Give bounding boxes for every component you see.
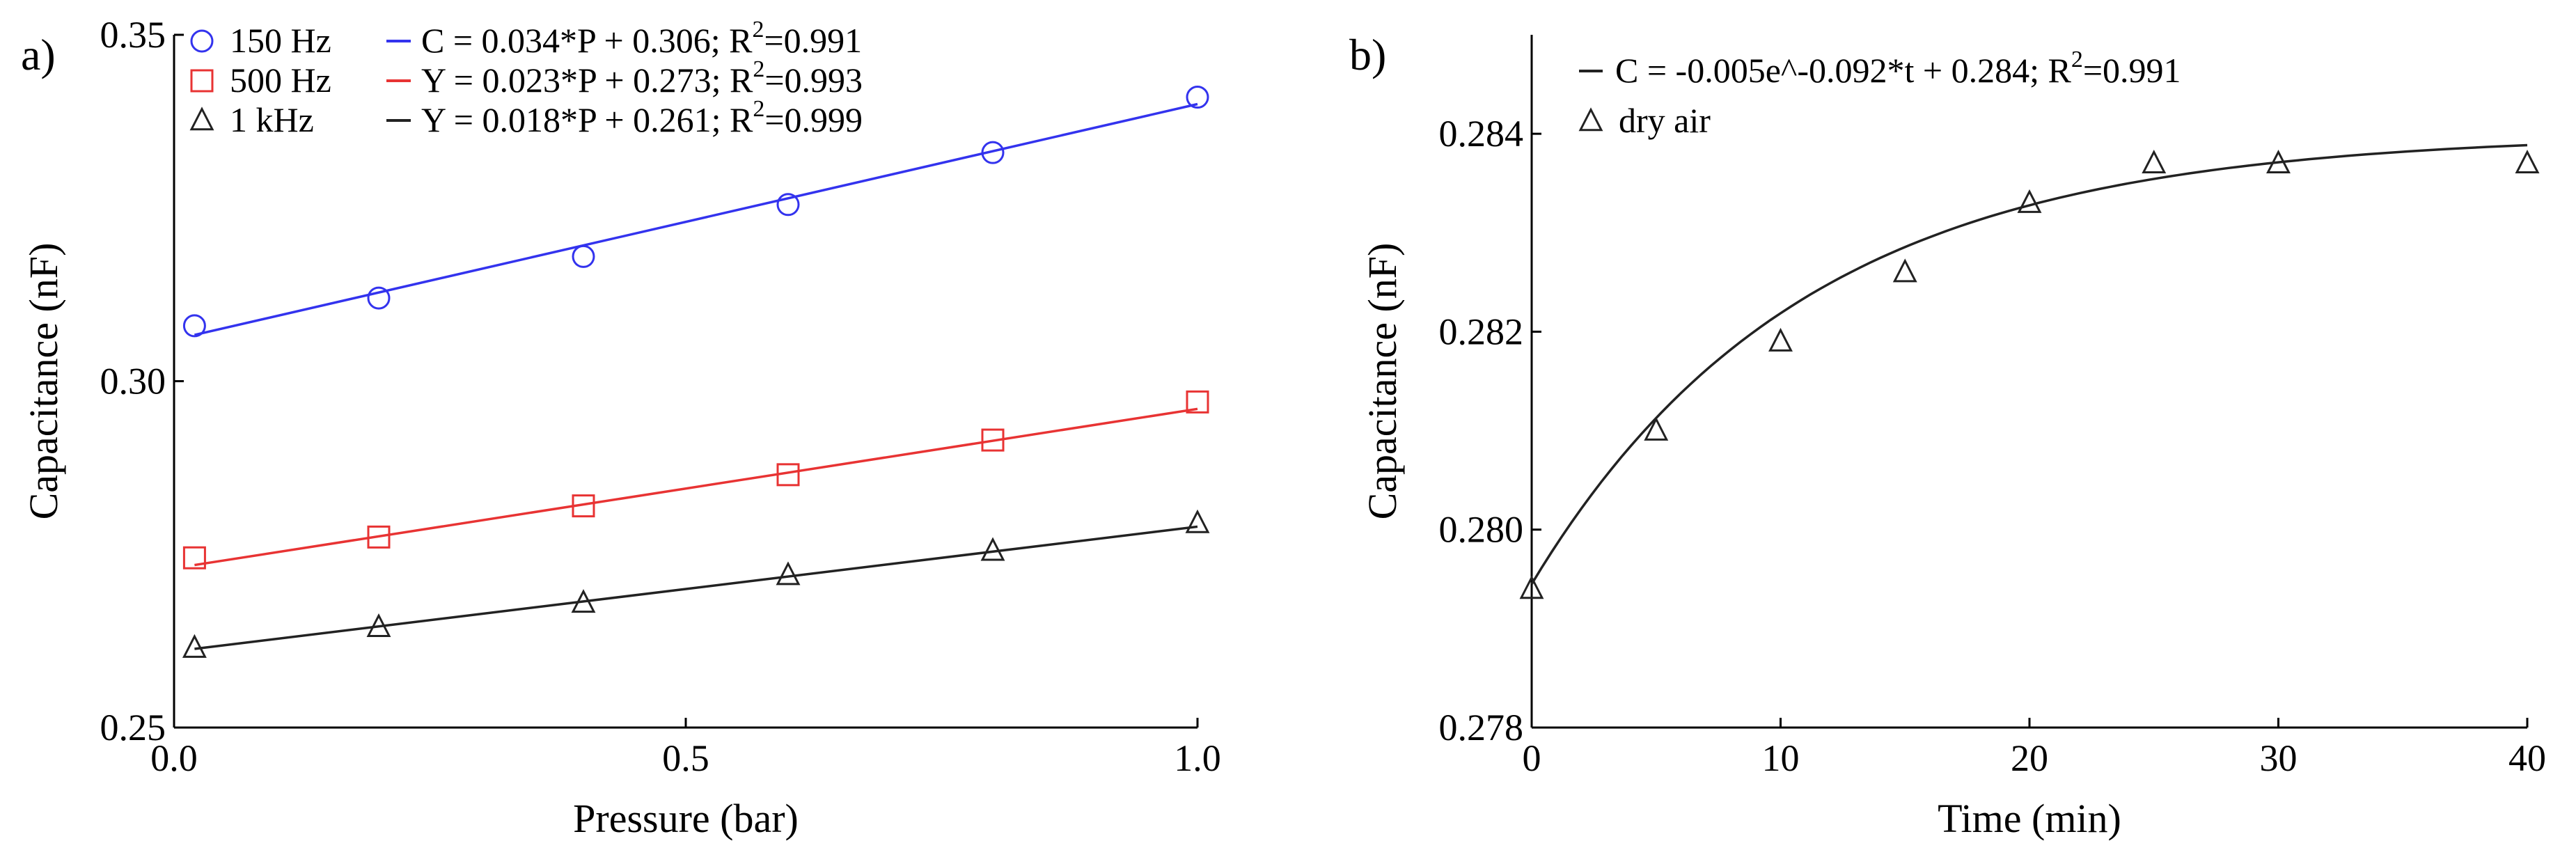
legend-label: dry air: [1619, 101, 1711, 140]
data-point: [1185, 509, 1210, 533]
x-tick-label: 0.0: [150, 737, 198, 779]
data-point: [1519, 575, 1544, 599]
legend-fit-equation: Y = 0.018*P + 0.261; R2=0.999: [421, 96, 863, 139]
y-tick-label: 0.280: [1439, 509, 1524, 551]
data-point: [2266, 149, 2291, 174]
chart-panel-b: b) 0 10 20 30 40 0.278 0.280 0.282 0.284 Time (min…: [1349, 30, 2546, 841]
data-point: [1768, 327, 1793, 352]
fit-line: [194, 525, 1198, 650]
legend-marker: [190, 69, 214, 93]
data-point: [571, 589, 596, 613]
y-tick-label: 0.278: [1439, 707, 1524, 748]
legend-label: 500 Hz: [230, 61, 331, 100]
series-0: 150 Hz C = 0.034*P + 0.306; R2=0.991: [182, 17, 1209, 338]
fit-line: [194, 102, 1198, 336]
legend-label: 1 kHz: [230, 100, 314, 139]
fit-curve: [1530, 143, 2528, 585]
y-tick-label: 0.30: [100, 361, 166, 402]
data-point: [367, 525, 391, 549]
legend-label: 150 Hz: [230, 21, 331, 60]
x-tick-label: 1.0: [1174, 737, 1221, 779]
data-point: [366, 613, 391, 637]
x-tick-label: 0: [1523, 737, 1541, 779]
data-point: [776, 561, 801, 586]
legend-fit-equation: C = -0.005e^-0.092*t + 0.284; R2=0.991: [1615, 47, 2181, 90]
data-point: [2515, 149, 2540, 174]
data-point: [1892, 258, 1917, 283]
data-point: [981, 428, 1005, 452]
y-axis-title: Capacitance (nF): [1360, 243, 1405, 520]
series-2: 1 kHz Y = 0.018*P + 0.261; R2=0.999: [182, 96, 1210, 658]
panel-label: a): [21, 30, 56, 79]
fit-line: [194, 407, 1198, 567]
legend-fit-equation: C = 0.034*P + 0.306; R2=0.991: [421, 17, 862, 60]
legend-fit-equation: Y = 0.023*P + 0.273; R2=0.993: [421, 56, 863, 100]
y-tick-label: 0.282: [1439, 311, 1524, 352]
y-tick-label: 0.284: [1439, 113, 1524, 155]
data-point: [1644, 416, 1669, 441]
data-point: [1186, 86, 1209, 109]
chart-panel-a: a) 0.0 0.5 1.0 0.25 0.30 0.35 Pressure (bar) Cap…: [21, 14, 1221, 841]
legend-marker: [189, 107, 214, 131]
series-0: dry air C = -0.005e^-0.092*t + 0.284; R2=…: [1519, 47, 2540, 599]
y-tick-label: 0.35: [100, 14, 166, 56]
data-point: [2017, 189, 2042, 213]
x-tick-label: 40: [2508, 737, 2546, 779]
x-tick-label: 10: [1762, 737, 1800, 779]
series-1: 500 Hz Y = 0.023*P + 0.273; R2=0.993: [182, 56, 1209, 570]
panel-label: b): [1349, 30, 1386, 79]
data-point: [182, 314, 206, 338]
x-tick-label: 20: [2011, 737, 2048, 779]
data-point: [572, 244, 595, 268]
data-point: [1186, 390, 1209, 414]
data-point: [776, 463, 800, 487]
data-point: [776, 193, 800, 217]
data-point: [2142, 149, 2167, 174]
data-point: [572, 494, 595, 518]
y-axis-title: Capacitance (nF): [21, 243, 66, 520]
data-point: [980, 537, 1005, 561]
x-axis-title: Pressure (bar): [573, 796, 799, 841]
x-tick-label: 0.5: [662, 737, 709, 779]
legend-marker: [1578, 107, 1603, 132]
data-point: [182, 634, 207, 658]
x-axis-title: Time (min): [1938, 796, 2121, 841]
data-point: [981, 141, 1005, 164]
y-tick-label: 0.25: [100, 707, 166, 748]
legend-marker: [190, 29, 214, 53]
data-point: [182, 546, 206, 570]
x-tick-label: 30: [2260, 737, 2298, 779]
data-point: [367, 286, 391, 310]
